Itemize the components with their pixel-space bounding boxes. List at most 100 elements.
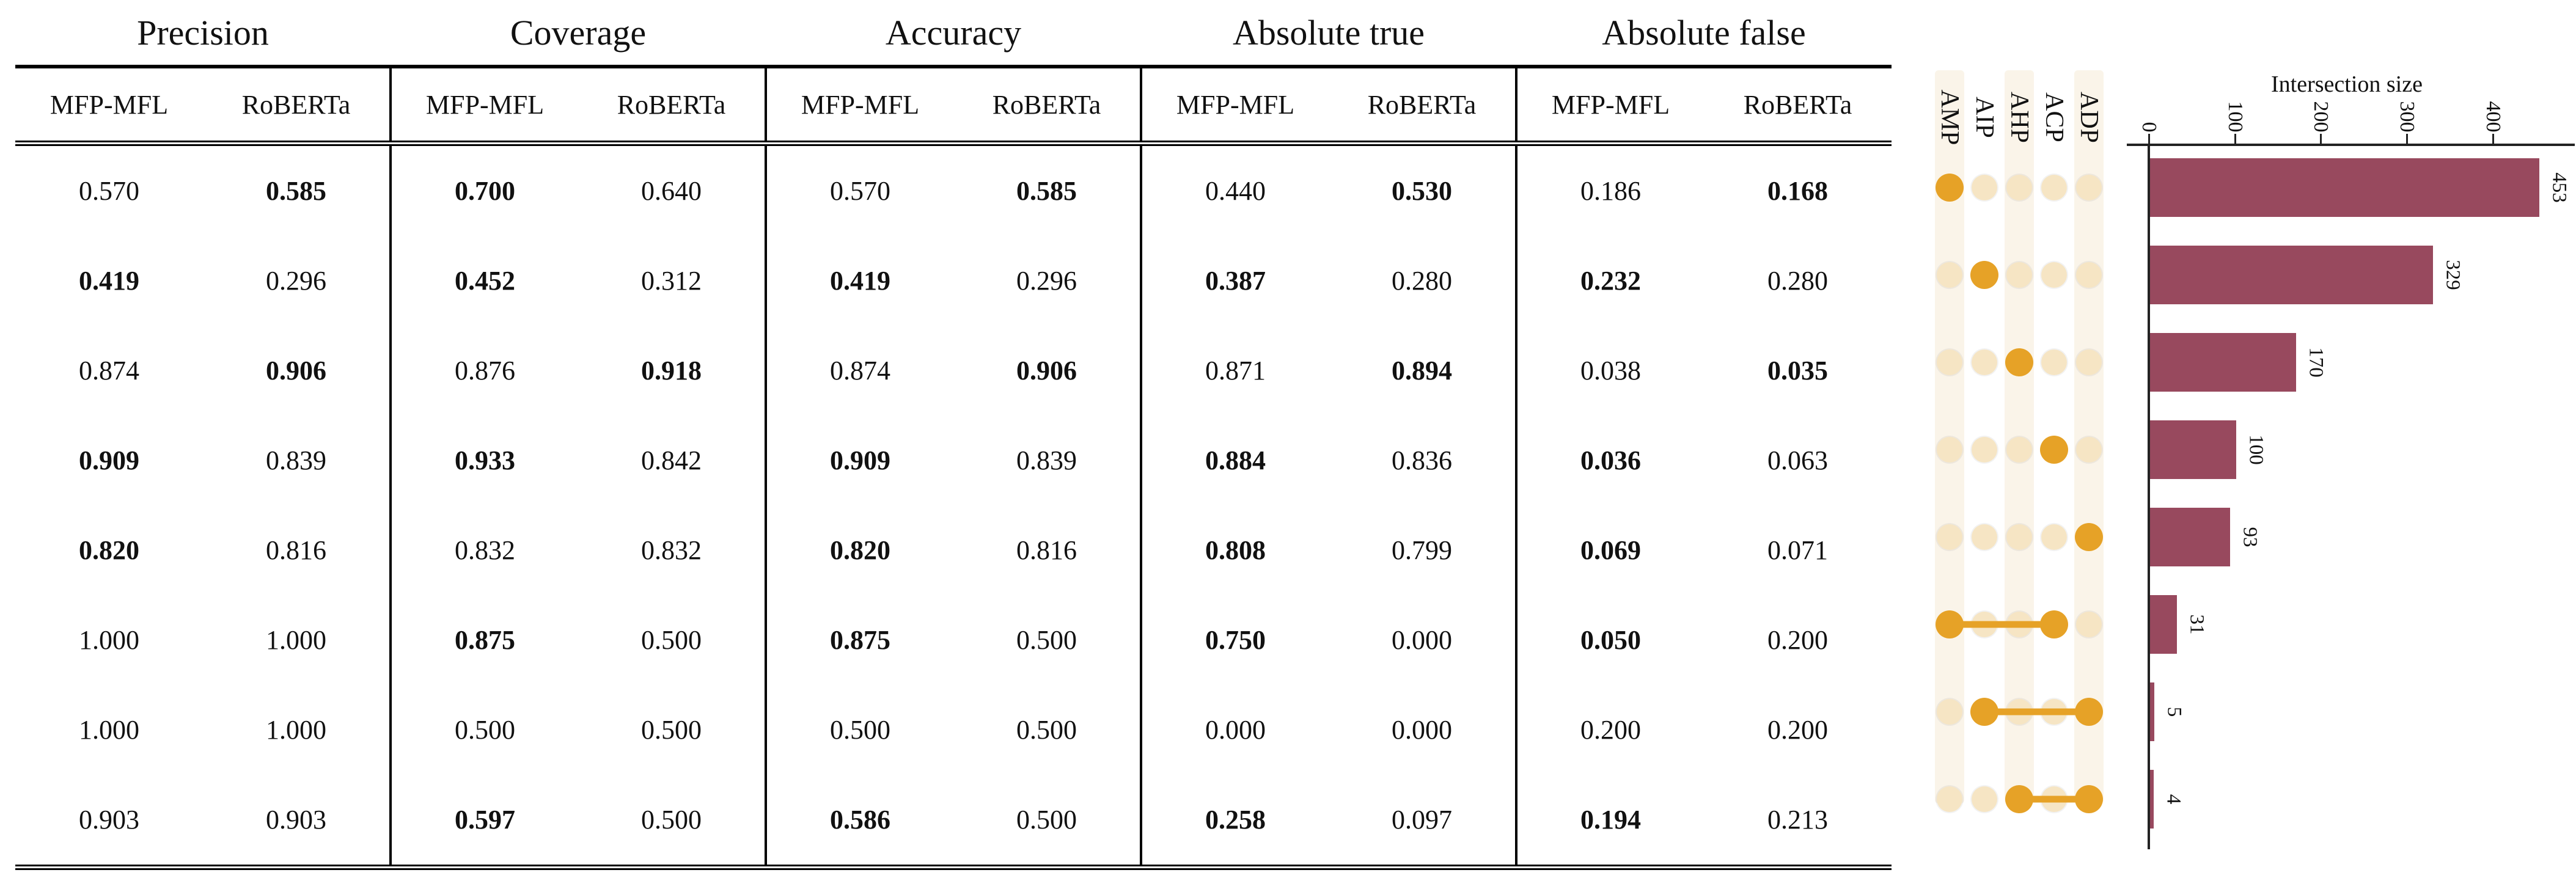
group-title-coverage: Coverage (510, 12, 647, 53)
metric-cell: 0.452 (389, 236, 578, 326)
metric-cell: 0.909 (79, 445, 139, 475)
group-title-precision: Precision (137, 12, 269, 53)
metric-cell: 0.186 (1515, 143, 1704, 236)
set-dot-inactive (2076, 175, 2102, 200)
metric-cell: 0.750 (1140, 595, 1329, 685)
set-dot-inactive (2076, 349, 2102, 375)
axis-tick-mark (2406, 134, 2409, 145)
metric-cell: 0.832 (389, 505, 578, 595)
metric-cell: 0.585 (1016, 176, 1077, 206)
table-row: 0.820 0.816 0.832 0.832 0.820 0.816 0.808 0.799… (15, 505, 1892, 595)
metric-cell: 0.440 (1140, 143, 1329, 236)
set-dot-inactive (2076, 612, 2102, 637)
column-header: RoBERTa (1704, 65, 1892, 146)
metric-cell: 0.194 (1515, 775, 1704, 870)
metric-cell: 0.799 (1392, 535, 1452, 565)
metric-cell: 0.570 (79, 176, 139, 206)
column-header: RoBERTa (203, 65, 391, 146)
bar-value-label: 170 (2305, 347, 2327, 378)
set-dot-inactive (2006, 437, 2032, 463)
bar-value-label: 329 (2442, 260, 2464, 290)
metric-cell: 0.640 (641, 176, 702, 206)
bar-value-label: 4 (2162, 794, 2185, 805)
bar-value-label: 93 (2239, 527, 2261, 547)
metric-cell: 0.816 (266, 535, 326, 565)
metric-cell: 0.071 (1767, 535, 1828, 565)
metric-cell: 0.884 (1140, 415, 1329, 505)
set-dot-inactive (1937, 699, 1962, 725)
metric-cell: 0.036 (1515, 415, 1704, 505)
metric-cell: 0.069 (1515, 505, 1704, 595)
metric-cell: 0.296 (1016, 266, 1077, 296)
metric-cell: 0.200 (1767, 625, 1828, 655)
column-header: MFP-MFL (1140, 65, 1329, 146)
metric-cell: 0.906 (1016, 356, 1077, 386)
axis-tick-mark (2234, 134, 2236, 145)
metric-cell: 1.000 (79, 715, 139, 745)
metric-cell: 0.258 (1140, 775, 1329, 870)
table-row: 0.570 0.585 0.700 0.640 0.570 0.585 0.440 0.530… (15, 143, 1892, 236)
membership-connector (1950, 621, 2054, 628)
metric-cell: 0.874 (79, 356, 139, 386)
metric-cell: 0.909 (765, 415, 953, 505)
set-dot-inactive (2006, 175, 2032, 200)
set-dot-inactive (1972, 524, 1997, 550)
set-label-aip: AIP (1970, 97, 1998, 138)
axis-tick-label: 400 (2481, 101, 2504, 132)
axis-tick-mark (2148, 134, 2150, 145)
axis-tick-label: 0 (2138, 122, 2160, 132)
intersection-bar (2150, 246, 2433, 304)
set-dot-inactive (2041, 524, 2067, 550)
metric-cell: 1.000 (79, 625, 139, 655)
metric-cell: 0.875 (765, 595, 953, 685)
metric-cell: 0.585 (266, 176, 326, 206)
metric-cell: 0.312 (641, 266, 702, 296)
set-dot-active (2040, 610, 2068, 638)
column-header: MFP-MFL (389, 65, 578, 146)
metric-cell: 0.050 (1515, 595, 1704, 685)
set-label-amp: AMP (1936, 89, 1964, 145)
set-dot-active (2005, 785, 2033, 813)
metric-cell: 0.232 (1515, 236, 1704, 326)
metric-cell: 0.874 (765, 326, 953, 415)
metric-cell: 0.700 (389, 143, 578, 236)
set-dot-active (2075, 698, 2103, 726)
metric-cell: 0.875 (389, 595, 578, 685)
metric-cell: 0.500 (389, 685, 578, 775)
metric-cell: 0.903 (15, 775, 203, 870)
metric-cell: 0.876 (389, 326, 578, 415)
metric-cell: 0.280 (1392, 266, 1452, 296)
metric-cell: 0.500 (641, 625, 702, 655)
bar-value-label: 453 (2548, 172, 2570, 203)
bar-axis-spine (2148, 145, 2150, 849)
set-dot-inactive (1937, 437, 1962, 463)
metric-cell: 0.839 (1016, 445, 1077, 475)
column-header: MFP-MFL (15, 65, 203, 146)
metric-cell: 0.500 (1016, 715, 1077, 745)
set-dot-inactive (1972, 175, 1997, 200)
set-dot-inactive (1972, 349, 1997, 375)
group-title-absolute-true: Absolute true (1232, 12, 1425, 53)
metric-cell: 0.500 (765, 685, 953, 775)
metric-cell: 0.038 (1515, 326, 1704, 415)
table-row: 1.000 1.000 0.875 0.500 0.875 0.500 0.750 0.000… (15, 595, 1892, 685)
set-dot-inactive (1937, 262, 1962, 288)
metric-cell: 0.832 (641, 535, 702, 565)
table-row: 1.000 1.000 0.500 0.500 0.500 0.500 0.000 0.000… (15, 685, 1892, 775)
metric-cell: 0.063 (1767, 445, 1828, 475)
metric-cell: 0.903 (203, 775, 391, 870)
metric-cell: 1.000 (266, 625, 326, 655)
column-header: MFP-MFL (765, 65, 953, 146)
set-dot-inactive (2076, 262, 2102, 288)
bar-value-label: 100 (2245, 434, 2267, 465)
set-label-ahp: AHP (2005, 91, 2033, 144)
set-dot-inactive (2041, 349, 2067, 375)
metric-cell: 0.000 (1140, 685, 1329, 775)
set-dot-inactive (2076, 437, 2102, 463)
metric-cell: 0.597 (389, 775, 578, 870)
set-dot-inactive (1972, 437, 1997, 463)
set-dot-active (2075, 785, 2103, 813)
set-dot-active (1936, 610, 1964, 638)
metric-cell: 0.933 (389, 415, 578, 505)
metric-cell: 0.387 (1140, 236, 1329, 326)
